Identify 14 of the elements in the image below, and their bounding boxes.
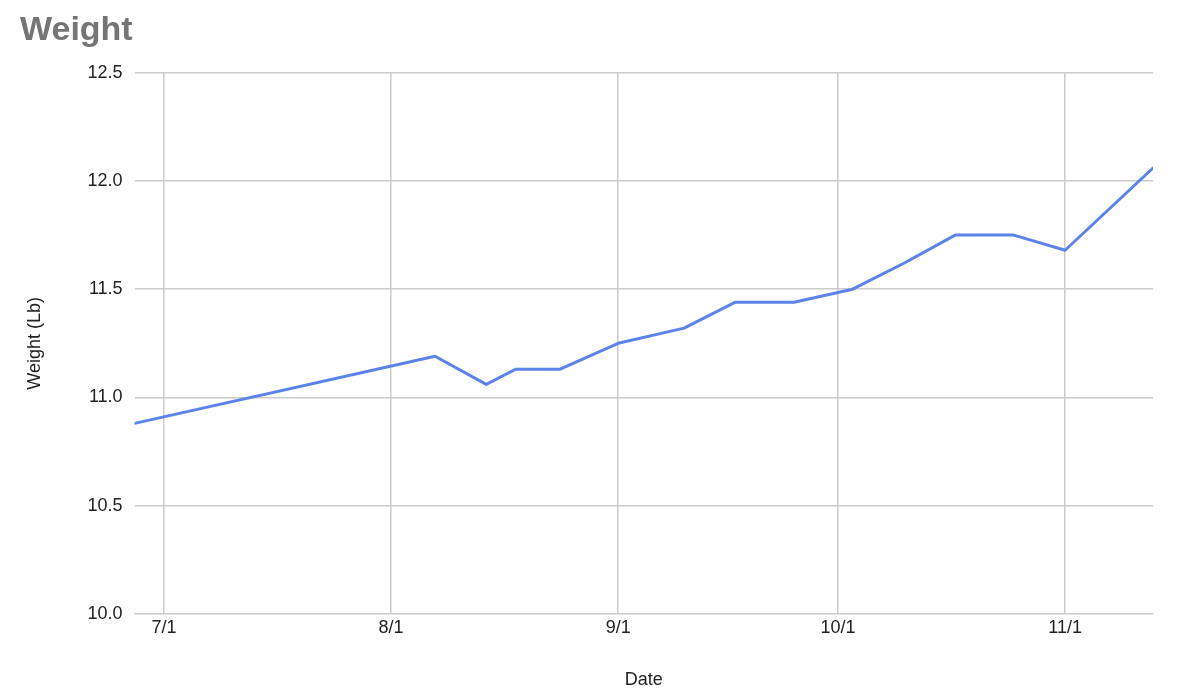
y-tick-label: 12.0 xyxy=(87,169,123,190)
x-axis-title: Date xyxy=(624,669,663,690)
y-tick-label: 11.0 xyxy=(88,386,123,407)
x-tick-label: 11/1 xyxy=(1048,616,1082,637)
x-tick-label: 7/1 xyxy=(151,616,177,637)
y-tick-label: 10.0 xyxy=(87,602,123,623)
y-tick-label: 11.5 xyxy=(88,278,123,299)
y-tick-label: 12.5 xyxy=(87,61,123,82)
x-tick-label: 10/1 xyxy=(820,616,856,637)
x-tick-label: 8/1 xyxy=(378,616,404,637)
x-tick-label: 9/1 xyxy=(605,616,631,637)
y-axis-title: Weight (Lb) xyxy=(23,296,44,390)
y-tick-label: 10.5 xyxy=(87,494,123,515)
chart-title: Weight xyxy=(20,8,133,47)
